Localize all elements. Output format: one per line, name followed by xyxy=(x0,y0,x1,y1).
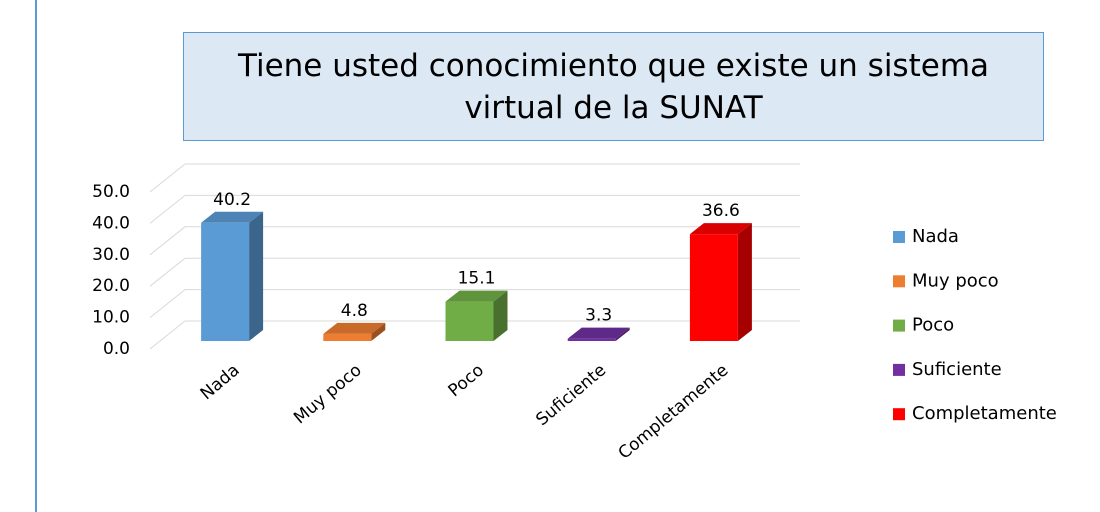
bar-face xyxy=(567,338,616,341)
legend-label: Nada xyxy=(912,226,959,247)
bar-face xyxy=(201,222,250,341)
data-label: 15.1 xyxy=(458,269,496,289)
bar xyxy=(567,327,630,341)
y-tick-label: 10.0 xyxy=(92,308,130,328)
y-tick-label: 40.0 xyxy=(92,213,130,233)
bar-face xyxy=(615,327,630,341)
bar xyxy=(445,290,508,341)
bar-face xyxy=(201,211,264,223)
y-tick-label: 30.0 xyxy=(92,245,130,265)
legend-swatch xyxy=(893,319,905,332)
data-label: 3.3 xyxy=(585,306,612,326)
x-tick-label: Muy poco xyxy=(290,360,366,428)
chart-title: Tiene usted conocimiento que existe un s… xyxy=(183,32,1044,141)
bar-face xyxy=(323,333,372,341)
x-tick-label: Suficiente xyxy=(532,360,610,430)
x-tick-label: Poco xyxy=(445,360,488,401)
legend-swatch xyxy=(893,408,905,421)
bar-face xyxy=(445,290,508,302)
y-tick-label: 50.0 xyxy=(92,182,130,202)
data-label: 4.8 xyxy=(341,301,368,321)
legend-label: Completamente xyxy=(912,403,1057,424)
bar xyxy=(323,322,386,341)
bar-face xyxy=(737,223,752,341)
bar-face xyxy=(249,211,264,341)
bar-face xyxy=(371,322,386,341)
bar xyxy=(689,223,752,341)
data-label: 40.2 xyxy=(213,190,251,210)
y-tick-label: 20.0 xyxy=(92,276,130,296)
legend-label: Poco xyxy=(912,315,954,336)
data-label: 36.6 xyxy=(702,201,740,221)
bar-face xyxy=(689,223,752,235)
grid-line xyxy=(149,226,800,256)
bar-face xyxy=(567,327,630,339)
legend-swatch xyxy=(893,275,905,288)
bar-face xyxy=(689,234,738,341)
bar-face xyxy=(323,322,386,334)
grid-line xyxy=(149,320,800,350)
legend-label: Muy poco xyxy=(912,270,999,291)
legend-swatch xyxy=(893,363,905,376)
y-tick-label: 0.0 xyxy=(103,339,130,359)
legend-label: Suficiente xyxy=(912,359,1002,380)
bar-face xyxy=(445,301,494,341)
grid-line xyxy=(149,289,800,318)
x-tick-label: Nada xyxy=(197,360,244,404)
grid-line xyxy=(149,163,800,193)
bar-face xyxy=(493,290,508,341)
legend-swatch xyxy=(893,231,905,243)
grid-line xyxy=(149,194,800,224)
bar xyxy=(201,211,264,341)
grid-line xyxy=(149,257,800,287)
x-tick-label: Completamente xyxy=(615,360,733,463)
